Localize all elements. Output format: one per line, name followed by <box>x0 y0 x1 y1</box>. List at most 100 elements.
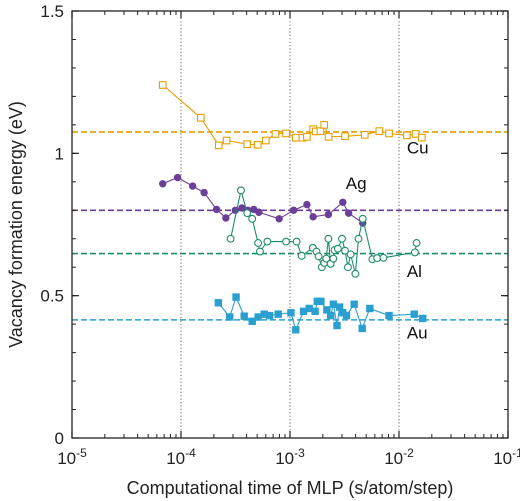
data-point <box>275 215 283 223</box>
data-point <box>282 129 290 138</box>
data-point <box>232 293 240 301</box>
data-point <box>324 210 333 219</box>
series-al <box>226 186 421 278</box>
data-point <box>287 309 295 317</box>
y-tick-label: 0 <box>55 429 64 448</box>
data-point <box>254 239 263 247</box>
data-point <box>214 299 223 307</box>
data-series <box>158 81 427 334</box>
data-point <box>159 180 167 188</box>
data-point <box>317 297 325 306</box>
x-tick-label: 10-2 <box>384 446 414 468</box>
data-point <box>351 269 360 278</box>
series-label-cu: Cu <box>407 138 429 157</box>
data-point <box>341 132 349 141</box>
data-point <box>385 311 393 320</box>
data-point <box>173 173 182 182</box>
plot-frame <box>71 10 509 439</box>
grid-lines <box>180 11 400 438</box>
data-point <box>254 313 262 321</box>
data-point <box>309 213 317 221</box>
data-point <box>320 121 329 129</box>
reference-lines <box>72 131 508 321</box>
data-point <box>255 247 264 256</box>
data-point <box>402 131 411 140</box>
x-axis-title: Computational time of MLP (s/atom/step) <box>127 478 454 498</box>
series-au <box>214 293 427 334</box>
data-point <box>411 130 420 138</box>
series-labels: Cu Ag Al Au <box>346 138 429 342</box>
y-tick-label: 1.5 <box>40 2 64 21</box>
data-point <box>354 234 363 243</box>
data-point <box>366 304 374 313</box>
data-point <box>373 254 382 263</box>
data-point <box>200 188 208 197</box>
data-point <box>338 234 346 243</box>
series-label-au: Au <box>407 323 428 342</box>
data-point <box>226 313 234 321</box>
data-point <box>417 133 426 142</box>
data-point <box>303 132 311 141</box>
series-label-ag: Ag <box>346 174 367 193</box>
data-point <box>243 140 252 149</box>
data-point <box>237 186 245 195</box>
data-point <box>324 234 333 243</box>
data-point <box>379 253 388 262</box>
data-point <box>261 136 270 145</box>
data-point <box>255 208 263 216</box>
data-point <box>297 251 306 260</box>
series-label-al: Al <box>407 262 422 281</box>
data-point <box>343 263 352 272</box>
data-point <box>329 300 338 308</box>
data-point <box>265 311 274 320</box>
data-point <box>350 300 358 308</box>
data-point <box>282 237 291 246</box>
data-point <box>188 182 197 190</box>
series-cu <box>158 81 426 150</box>
data-point <box>248 317 256 325</box>
x-tick-label: 10-5 <box>57 446 87 468</box>
data-point <box>263 237 272 246</box>
data-point <box>274 310 282 318</box>
data-point <box>289 206 298 214</box>
data-point <box>316 127 325 135</box>
data-point <box>271 130 280 138</box>
data-point <box>324 132 333 141</box>
data-point <box>253 140 262 149</box>
data-point <box>248 214 257 223</box>
data-point <box>344 209 353 217</box>
data-point <box>333 321 341 330</box>
data-point <box>292 326 300 334</box>
data-point <box>375 127 384 135</box>
axis-ticks: 10-5 10-4 10-3 10-2 10-1 0 0.5 1 1.5 <box>40 2 520 468</box>
data-point <box>314 252 323 261</box>
data-point <box>243 209 252 218</box>
data-point <box>212 205 221 214</box>
data-point <box>410 248 419 257</box>
data-point <box>326 311 335 320</box>
data-point <box>419 314 427 323</box>
data-point <box>323 306 331 314</box>
y-tick-label: 1 <box>55 144 64 163</box>
data-point <box>222 214 230 222</box>
data-point <box>410 310 418 318</box>
series-ag <box>159 173 367 227</box>
data-point <box>346 250 355 259</box>
data-point <box>385 129 393 138</box>
data-point <box>222 136 231 145</box>
data-point <box>311 307 319 316</box>
x-tick-label: 10-4 <box>166 446 196 468</box>
data-point <box>158 81 167 89</box>
data-point <box>226 234 235 243</box>
data-point <box>360 130 369 139</box>
data-point <box>329 254 338 263</box>
data-point <box>214 141 223 150</box>
data-point <box>358 324 366 333</box>
data-point <box>291 133 300 142</box>
data-point <box>412 239 421 247</box>
y-tick-label: 0.5 <box>40 287 64 306</box>
data-point <box>196 113 205 122</box>
data-point <box>358 214 367 223</box>
data-point <box>303 200 311 209</box>
